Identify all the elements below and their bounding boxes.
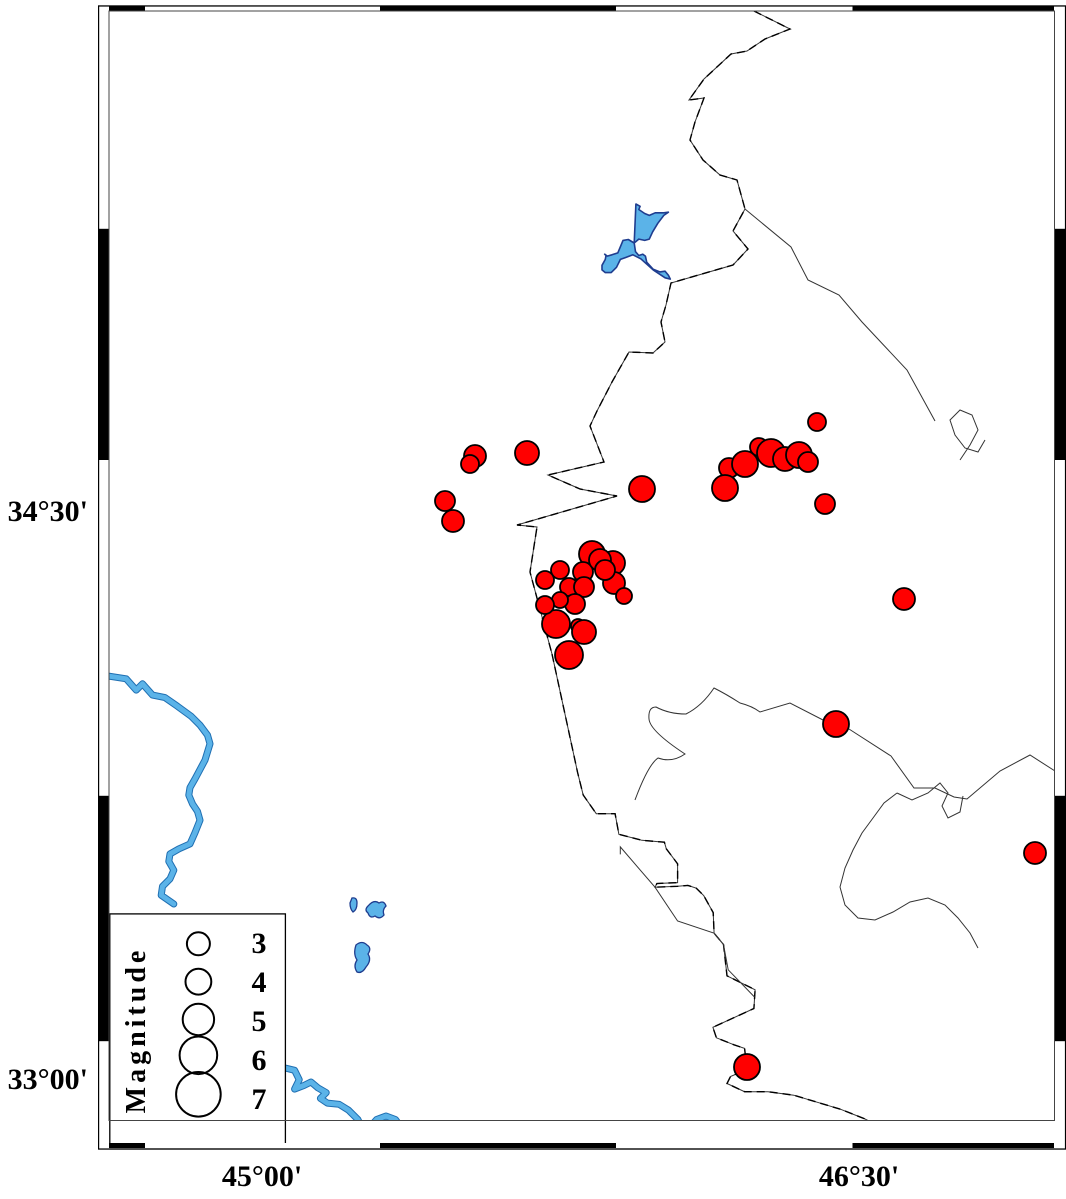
svg-text:33°00': 33°00': [8, 1063, 88, 1096]
svg-text:Magnitude: Magnitude: [121, 947, 152, 1114]
svg-text:45°00': 45°00': [222, 1160, 302, 1193]
svg-text:3: 3: [252, 927, 267, 960]
svg-text:6: 6: [252, 1044, 267, 1077]
svg-text:4: 4: [252, 966, 267, 999]
svg-text:7: 7: [252, 1083, 267, 1116]
svg-text:46°30': 46°30': [819, 1160, 899, 1193]
svg-text:5: 5: [252, 1005, 267, 1038]
svg-text:34°30': 34°30': [8, 495, 88, 528]
